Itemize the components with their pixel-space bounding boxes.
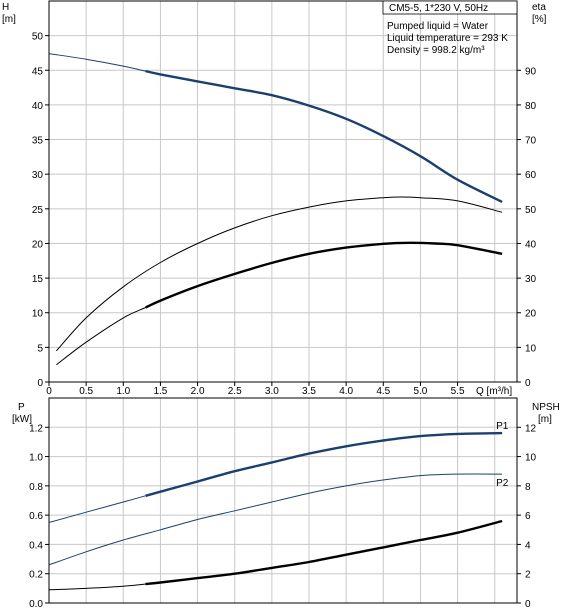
lower-series-p1-line [48,432,503,523]
lower-left-tick-label: 1.2 [29,423,43,434]
upper-series-1-line [56,196,503,352]
lower-left-axis-title-line1: P [18,402,25,413]
x-tick-label: 0.5 [79,386,93,397]
lower-right-tick-label: 12 [525,423,537,434]
lower-series-p1-label: P1 [496,421,509,432]
info-box-line-2: Liquid temperature = 293 K [387,33,508,44]
lower-right-tick-label: 4 [525,540,531,551]
upper-plot-frame [48,0,518,383]
x-axis-title: Q [m³/h] [476,386,512,397]
x-tick-label: 5.5 [451,386,465,397]
upper-left-tick-label: 0 [37,378,43,389]
lower-left-tick-label: 0.4 [29,540,43,551]
x-tick-label: 4.0 [339,386,353,397]
lower-series-p1-operating-range [145,431,503,497]
lower-right-axis-title-line1: NPSH [532,402,560,413]
lower-left-tick-label: 0.8 [29,482,43,493]
x-tick-label: 2.5 [228,386,242,397]
lower-series-2-line [48,520,503,591]
lower-right-tick-label: 0 [525,599,531,610]
upper-right-tick-label: 60 [525,170,537,181]
lower-right-tick-label: 2 [525,570,531,581]
lower-right-axis-title-line2: [m] [538,414,552,425]
lower-left-tick-label: 0.0 [29,599,43,610]
upper-left-tick-label: 50 [32,32,44,43]
lower-series-p2-line [48,473,503,566]
upper-left-tick-label: 45 [32,66,44,77]
x-tick-label: 4.5 [376,386,390,397]
upper-right-axis-title-line1: eta [532,2,546,13]
upper-left-tick-label: 15 [32,274,44,285]
curves [48,53,503,591]
upper-right-tick-label: 40 [525,239,537,250]
info-box-title: CM5-5, 1*230 V, 50Hz [389,3,488,14]
upper-left-tick-label: 25 [32,205,44,216]
lower-series-2-operating-range [145,519,503,586]
lower-series-p2-label: P2 [496,478,509,489]
grid-lines [49,1,517,603]
lower-right-tick-label: 8 [525,482,531,493]
upper-right-tick-label: 30 [525,274,537,285]
upper-left-axis-title-line2: [m] [2,14,16,25]
upper-left-tick-label: 40 [32,101,44,112]
info-box: CM5-5, 1*230 V, 50Hz Pumped liquid = Wat… [382,0,518,56]
upper-right-axis-title-line2: [%] [532,14,547,25]
upper-left-tick-label: 10 [32,309,44,320]
info-box-line-3: Density = 998.2 kg/m³ [387,45,485,56]
x-tick-label: 3.0 [265,386,279,397]
upper-left-tick-label: 5 [37,343,43,354]
upper-series-2-operating-range [145,241,503,309]
upper-right-tick-label: 90 [525,66,537,77]
upper-right-tick-label: 10 [525,343,537,354]
info-box-line-1: Pumped liquid = Water [387,21,489,32]
lower-left-tick-label: 1.0 [29,453,43,464]
upper-series-0-operating-range [145,69,503,203]
upper-right-tick-label: 0 [525,378,531,389]
info-box-title-frame [382,0,518,15]
upper-right-tick-label: 20 [525,309,537,320]
x-tick-label: 3.5 [302,386,316,397]
upper-left-axis-title-line1: H [2,2,9,13]
upper-right-tick-label: 50 [525,205,537,216]
upper-right-tick-label: 80 [525,101,537,112]
lower-left-axis-title-line2: [kW] [12,414,32,425]
lower-left-tick-label: 0.6 [29,511,43,522]
x-tick-label: 0 [46,386,52,397]
upper-left-tick-label: 30 [32,170,44,181]
lower-right-tick-label: 6 [525,511,531,522]
x-tick-label: 2.0 [191,386,205,397]
x-tick-label: 1.0 [116,386,130,397]
upper-left-tick-label: 35 [32,136,44,147]
lower-plot-frame [48,397,518,604]
upper-right-tick-label: 70 [525,136,537,147]
tick-labels: 0510152025303540455001020304050607080900… [29,32,536,610]
upper-series-0-line [48,53,503,203]
x-tick-label: 5.0 [413,386,427,397]
axes [45,0,521,604]
lower-right-tick-label: 10 [525,453,537,464]
upper-left-tick-label: 20 [32,239,44,250]
lower-left-tick-label: 0.2 [29,570,43,581]
x-tick-label: 1.5 [153,386,167,397]
